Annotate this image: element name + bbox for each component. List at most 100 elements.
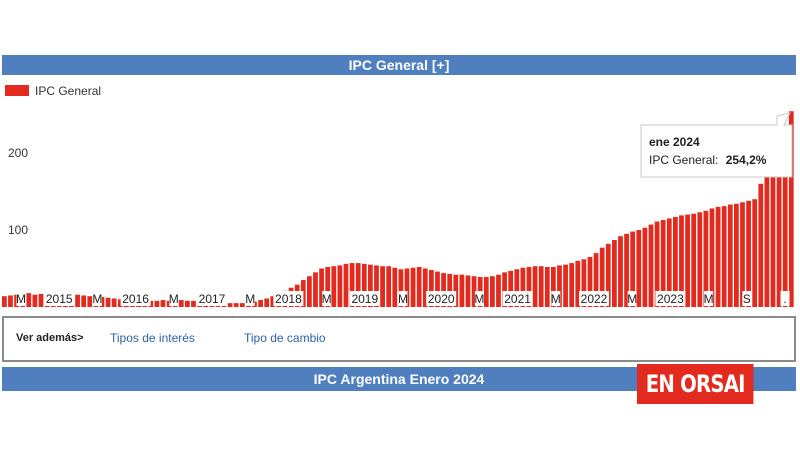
bar[interactable] — [740, 202, 745, 307]
bar[interactable] — [380, 266, 385, 307]
bar[interactable] — [178, 300, 184, 307]
bar[interactable] — [697, 212, 703, 307]
bar[interactable] — [727, 204, 733, 307]
bar[interactable] — [544, 266, 550, 307]
bar[interactable] — [648, 224, 654, 307]
bar[interactable] — [453, 274, 459, 307]
bar[interactable] — [185, 300, 190, 307]
bar[interactable] — [398, 269, 404, 307]
bar[interactable] — [160, 300, 166, 307]
bar[interactable] — [331, 266, 337, 307]
bar[interactable] — [532, 266, 538, 307]
bar[interactable] — [788, 111, 794, 307]
bar[interactable] — [166, 300, 172, 307]
bar[interactable] — [721, 206, 727, 307]
bar[interactable] — [227, 303, 233, 307]
bar[interactable] — [520, 267, 526, 307]
bar[interactable] — [429, 270, 434, 307]
bar[interactable] — [654, 221, 660, 307]
bar[interactable] — [441, 273, 446, 307]
bar[interactable] — [691, 213, 697, 307]
bar[interactable] — [8, 295, 13, 307]
chart-header[interactable]: IPC General [+] — [2, 55, 796, 75]
bar[interactable] — [746, 200, 751, 307]
bar[interactable] — [410, 267, 416, 307]
bar[interactable] — [660, 219, 666, 307]
bar[interactable] — [32, 294, 38, 307]
bar[interactable] — [514, 269, 520, 307]
bar[interactable] — [666, 218, 672, 307]
bar[interactable] — [459, 274, 465, 307]
bar[interactable] — [404, 268, 410, 308]
bar[interactable] — [447, 273, 453, 307]
bar[interactable] — [764, 168, 770, 307]
bar[interactable] — [374, 265, 379, 307]
bar[interactable] — [154, 300, 160, 307]
bar[interactable] — [563, 264, 568, 307]
bar[interactable] — [75, 294, 80, 307]
bar[interactable] — [26, 293, 32, 307]
bar[interactable] — [496, 274, 501, 307]
bar[interactable] — [343, 263, 349, 307]
bar[interactable] — [233, 303, 239, 307]
bar[interactable] — [587, 256, 593, 307]
bar[interactable] — [117, 299, 123, 307]
bar[interactable] — [569, 263, 575, 307]
bar[interactable] — [258, 300, 263, 307]
bar[interactable] — [349, 263, 355, 307]
bar[interactable] — [758, 183, 764, 307]
bar[interactable] — [361, 263, 367, 307]
bar[interactable] — [307, 276, 312, 307]
bar[interactable] — [2, 296, 7, 307]
bar[interactable] — [148, 300, 154, 307]
bar[interactable] — [703, 210, 709, 307]
bar[interactable] — [471, 276, 477, 307]
bar[interactable] — [679, 215, 684, 307]
bar[interactable] — [715, 206, 721, 307]
bar[interactable] — [337, 265, 343, 307]
bar[interactable] — [368, 264, 373, 307]
bar[interactable] — [325, 266, 331, 307]
bar[interactable] — [87, 296, 93, 307]
bar[interactable] — [319, 268, 324, 308]
bar[interactable] — [355, 263, 361, 307]
link-interest-rates[interactable]: Tipos de interés — [110, 331, 195, 345]
bar[interactable] — [557, 265, 562, 307]
bar[interactable] — [551, 266, 556, 307]
bar[interactable] — [538, 266, 544, 307]
bar[interactable] — [239, 303, 245, 307]
bar[interactable] — [599, 247, 605, 307]
bar[interactable] — [776, 137, 782, 307]
bar[interactable] — [502, 272, 507, 307]
bar[interactable] — [392, 267, 398, 307]
bar[interactable] — [490, 276, 495, 307]
bar[interactable] — [264, 298, 270, 307]
bar[interactable] — [81, 295, 87, 307]
bar[interactable] — [685, 214, 690, 307]
bar[interactable] — [435, 271, 440, 307]
bar[interactable] — [605, 243, 611, 307]
bar[interactable] — [593, 253, 599, 307]
link-exchange-rate[interactable]: Tipo de cambio — [244, 331, 326, 345]
bar[interactable] — [734, 203, 739, 307]
bar[interactable] — [191, 300, 196, 307]
bar[interactable] — [709, 208, 715, 307]
bar[interactable] — [618, 236, 623, 307]
bar[interactable] — [416, 266, 422, 307]
bar[interactable] — [636, 230, 642, 307]
bar[interactable] — [782, 129, 788, 307]
bar[interactable] — [465, 275, 471, 307]
bar[interactable] — [105, 297, 111, 307]
bar[interactable] — [752, 199, 758, 307]
bar[interactable] — [422, 268, 428, 308]
bar[interactable] — [313, 272, 318, 307]
bar[interactable] — [624, 233, 629, 307]
bar[interactable] — [111, 298, 117, 307]
bar[interactable] — [386, 266, 392, 307]
bar[interactable] — [673, 216, 678, 307]
bar[interactable] — [581, 259, 587, 307]
bar[interactable] — [99, 296, 105, 307]
bar[interactable] — [630, 231, 636, 307]
bar[interactable] — [38, 293, 44, 307]
bar[interactable] — [483, 276, 489, 307]
